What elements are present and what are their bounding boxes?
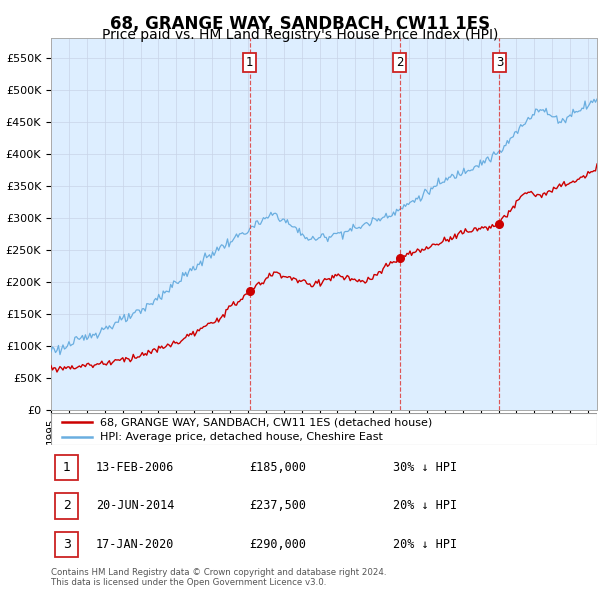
Text: 20% ↓ HPI: 20% ↓ HPI [393,499,457,513]
Text: 30% ↓ HPI: 30% ↓ HPI [393,461,457,474]
Text: HPI: Average price, detached house, Cheshire East: HPI: Average price, detached house, Ches… [100,432,383,442]
Text: Price paid vs. HM Land Registry's House Price Index (HPI): Price paid vs. HM Land Registry's House … [102,28,498,42]
Text: 2: 2 [62,499,71,513]
Text: £237,500: £237,500 [249,499,306,513]
Text: 20% ↓ HPI: 20% ↓ HPI [393,537,457,551]
Text: 20-JUN-2014: 20-JUN-2014 [96,499,175,513]
Text: £185,000: £185,000 [249,461,306,474]
Text: 3: 3 [496,55,503,68]
Text: 17-JAN-2020: 17-JAN-2020 [96,537,175,551]
Text: 1: 1 [246,55,253,68]
Text: 68, GRANGE WAY, SANDBACH, CW11 1ES: 68, GRANGE WAY, SANDBACH, CW11 1ES [110,15,490,33]
Text: 13-FEB-2006: 13-FEB-2006 [96,461,175,474]
Text: 2: 2 [396,55,403,68]
Text: 3: 3 [62,537,71,551]
Text: Contains HM Land Registry data © Crown copyright and database right 2024.
This d: Contains HM Land Registry data © Crown c… [51,568,386,587]
Text: 68, GRANGE WAY, SANDBACH, CW11 1ES (detached house): 68, GRANGE WAY, SANDBACH, CW11 1ES (deta… [100,417,433,427]
Text: 1: 1 [62,461,71,474]
Text: £290,000: £290,000 [249,537,306,551]
